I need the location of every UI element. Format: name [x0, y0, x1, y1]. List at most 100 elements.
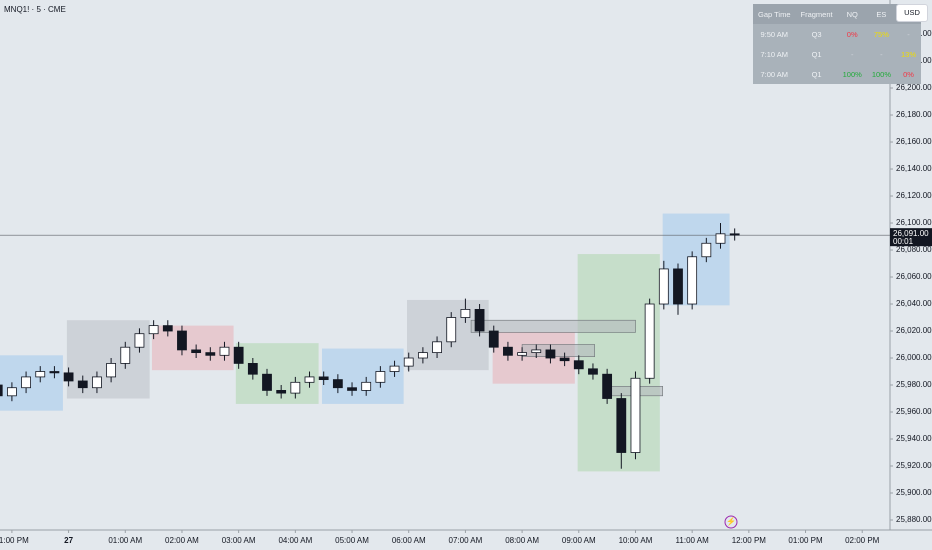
candle-body: [503, 346, 513, 356]
currency-button[interactable]: USD: [896, 4, 928, 22]
candle-body: [460, 309, 471, 318]
table-cell: Q1: [811, 49, 822, 59]
candle-body: [63, 372, 74, 382]
y-tick-label: 25,960.00: [896, 407, 932, 416]
candle-body: [715, 233, 726, 244]
table-cell: -: [850, 49, 854, 59]
table-cell: 7:10 AM: [760, 49, 789, 59]
candle-body: [644, 303, 655, 379]
x-tick-label: 02:00 AM: [165, 536, 199, 545]
y-tick-label: 26,080.00: [896, 245, 932, 254]
candle-body: [474, 309, 485, 332]
candle-body: [177, 330, 187, 351]
plot-area: [0, 213, 890, 472]
table-header-cell: Gap Time: [753, 4, 796, 24]
candle-body: [21, 376, 31, 389]
candle-body: [701, 242, 712, 258]
table-cell: 9:50 AM: [760, 29, 789, 39]
candle-body: [205, 352, 216, 356]
candle-body: [347, 387, 357, 391]
x-tick-label: 12:00 PM: [732, 536, 767, 545]
x-tick-label: 01:00 AM: [108, 536, 142, 545]
candle-body: [92, 376, 102, 389]
x-tick-label: 09:00 AM: [562, 536, 596, 545]
y-tick-label: 25,980.00: [896, 380, 932, 389]
candle-body: [545, 349, 556, 359]
candle-body: [134, 333, 145, 348]
session-box: [0, 355, 63, 411]
y-tick-label: 26,060.00: [896, 272, 932, 281]
table-cell: 13%: [901, 49, 917, 59]
x-tick-label: 06:00 AM: [392, 536, 426, 545]
candle-body: [687, 256, 698, 305]
candle-body: [49, 371, 60, 374]
candle-body: [120, 346, 131, 364]
candle-body: [446, 317, 457, 343]
x-tick-label: 03:00 AM: [222, 536, 256, 545]
y-tick-label: 26,100.00: [896, 218, 932, 227]
table-cell: 7:00 AM: [760, 69, 789, 79]
candle-body: [304, 376, 315, 383]
candle-body: [106, 363, 117, 378]
candle-body: [531, 349, 542, 354]
table-row: 9:50 AM Q3 0% 75% -: [753, 24, 921, 44]
x-tick-label: 11:00 AM: [676, 536, 710, 545]
candle-body: [162, 325, 173, 332]
last-price-tag: [890, 228, 932, 247]
y-tick-label: 26,140.00: [896, 164, 932, 173]
candle-body: [658, 268, 669, 305]
x-tick-label: 04:00 AM: [278, 536, 312, 545]
event-icon[interactable]: [724, 515, 738, 529]
candle-body: [602, 373, 613, 399]
y-tick-label: 26,180.00: [896, 110, 932, 119]
table-header-cell: Fragment: [795, 4, 838, 24]
y-tick-label: 26,120.00: [896, 191, 932, 200]
x-tick-label: 08:00 AM: [505, 536, 539, 545]
candle-body: [488, 330, 499, 348]
candle-body: [77, 380, 88, 389]
table-cell: 75%: [873, 29, 889, 39]
table-row: 7:10 AM Q1 - - 13%: [753, 44, 921, 64]
price-axis-bg: [890, 0, 932, 550]
table-cell: 0%: [903, 69, 914, 79]
table-header-cell: NQ: [837, 4, 867, 24]
candle-body: [7, 387, 17, 397]
x-tick-label: 02:00 PM: [845, 536, 880, 545]
x-tick-label: 10:00 AM: [619, 536, 653, 545]
candle-body: [35, 371, 46, 378]
candle-body: [332, 379, 343, 389]
x-tick-label: 05:00 AM: [335, 536, 369, 545]
candle-body: [588, 368, 598, 375]
x-tick-label: 27: [64, 536, 73, 545]
candle-body: [191, 349, 202, 354]
candle-body: [0, 384, 3, 397]
table-cell: Q1: [811, 69, 822, 79]
candle-body: [247, 363, 258, 375]
y-tick-label: 25,880.00: [896, 515, 932, 524]
candle-body: [673, 268, 683, 305]
candle-body: [573, 360, 584, 370]
candle-body: [559, 357, 570, 362]
session-box: [321, 348, 404, 404]
y-tick-label: 25,900.00: [896, 488, 932, 497]
candle-body: [630, 377, 641, 453]
event-icon-glyph[interactable]: ⚡: [726, 516, 736, 526]
candle-body: [361, 381, 372, 391]
y-tick-label: 26,020.00: [896, 326, 932, 335]
table-cell: -: [907, 29, 910, 39]
x-tick-label: 01:00 PM: [788, 536, 823, 545]
candle-body: [148, 325, 159, 335]
y-tick-label: 25,940.00: [896, 434, 932, 443]
last-price-label: 26,091.00: [893, 229, 929, 238]
chart-title: MNQ1! · 5 · CME: [4, 5, 66, 14]
y-tick-label: 26,200.00: [896, 83, 932, 92]
candle-body: [375, 371, 386, 383]
candle-body: [417, 352, 428, 359]
x-tick-label: 07:00 AM: [449, 536, 483, 545]
candle-body: [318, 376, 329, 381]
candle-body: [219, 346, 230, 356]
candle-body: [233, 346, 244, 364]
table-cell: 100%: [842, 69, 862, 79]
